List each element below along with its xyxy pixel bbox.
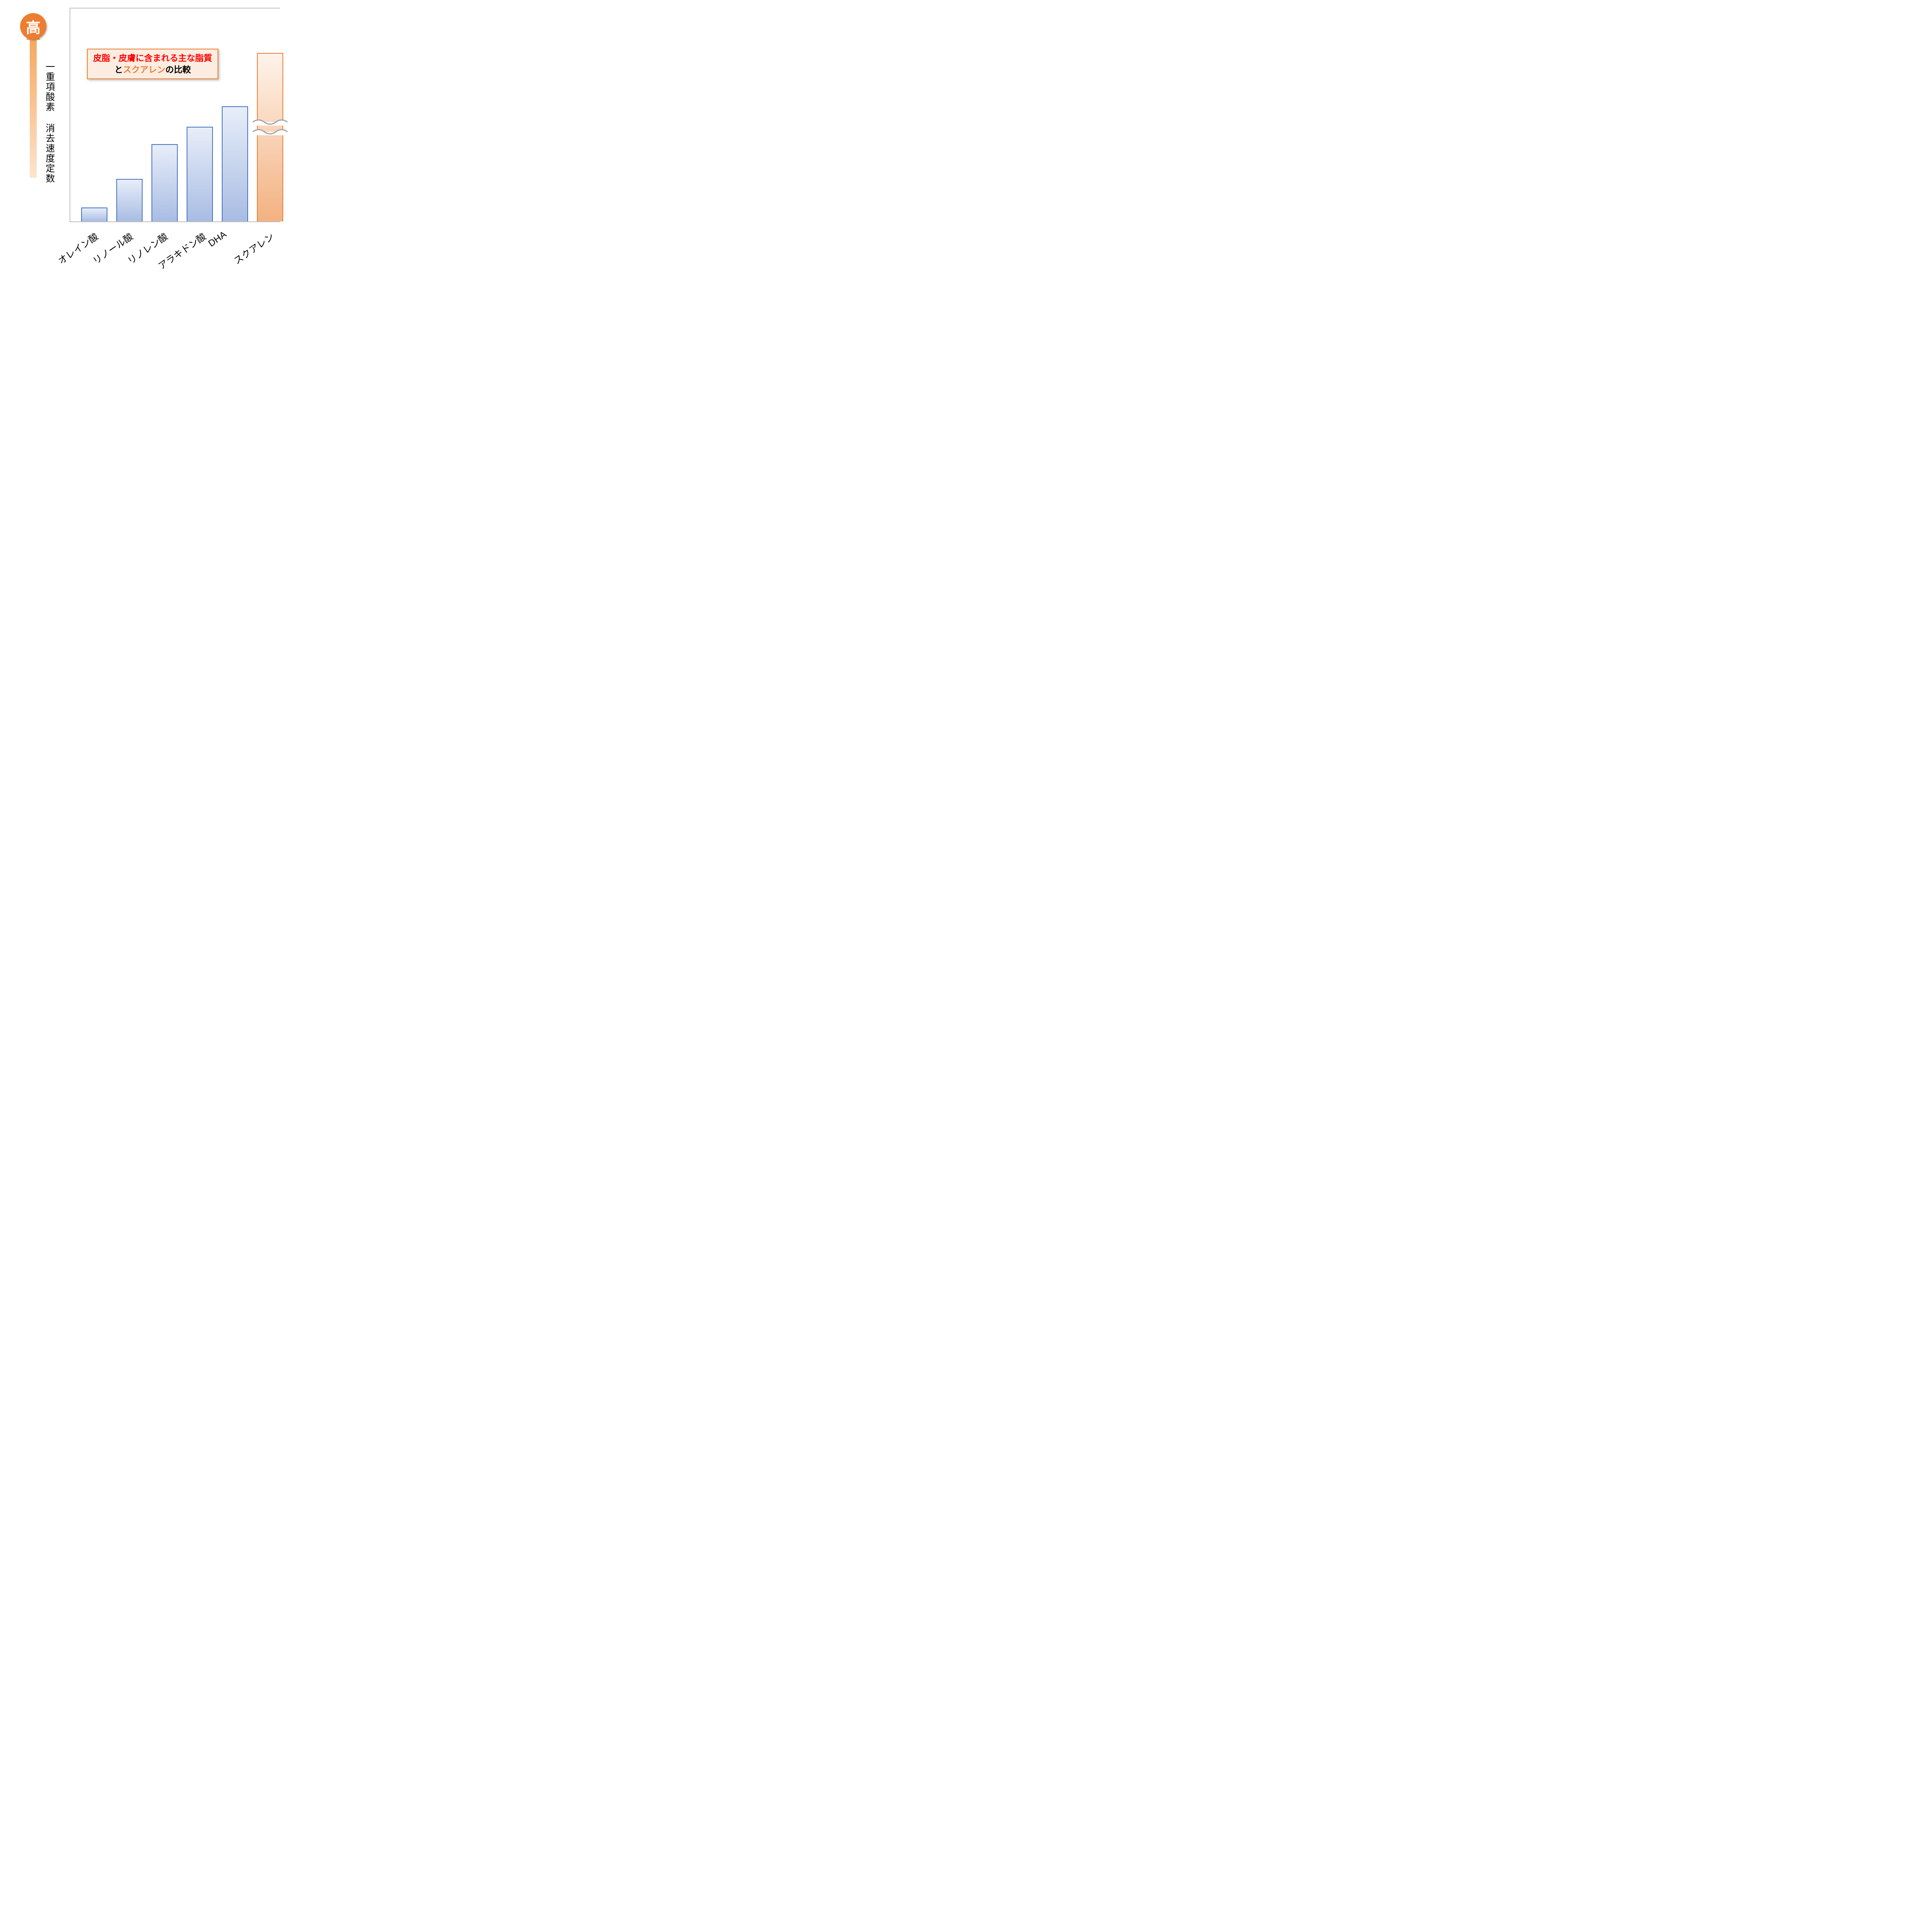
axis-break-icon: [253, 119, 287, 124]
bar-2: [151, 144, 178, 221]
bar-3: [187, 127, 213, 221]
bar-5: [257, 53, 283, 221]
x-label-5: スクアレン: [231, 229, 276, 267]
title-line2-suffix: の比較: [165, 65, 191, 75]
axis-break-icon: [253, 128, 287, 134]
chart-plot-area: [70, 8, 280, 222]
bar-4: [222, 106, 248, 221]
chart-title-box: 皮脂・皮膚に含まれる主な脂質 とスクアレンの比較: [87, 49, 218, 79]
title-line2-prefix: と: [114, 65, 123, 75]
bar-1: [116, 179, 143, 221]
arrow-shaft: [30, 39, 37, 178]
y-axis-label: 一重項酸素 消去速度定数: [43, 62, 54, 184]
bar-0: [81, 207, 107, 221]
y-axis-arrow: [26, 25, 40, 178]
x-label-4: DHA: [206, 229, 229, 249]
title-line1: 皮脂・皮膚に含まれる主な脂質: [93, 53, 212, 63]
high-badge: 高: [20, 13, 46, 39]
title-line2-highlight: スクアレン: [123, 65, 165, 75]
